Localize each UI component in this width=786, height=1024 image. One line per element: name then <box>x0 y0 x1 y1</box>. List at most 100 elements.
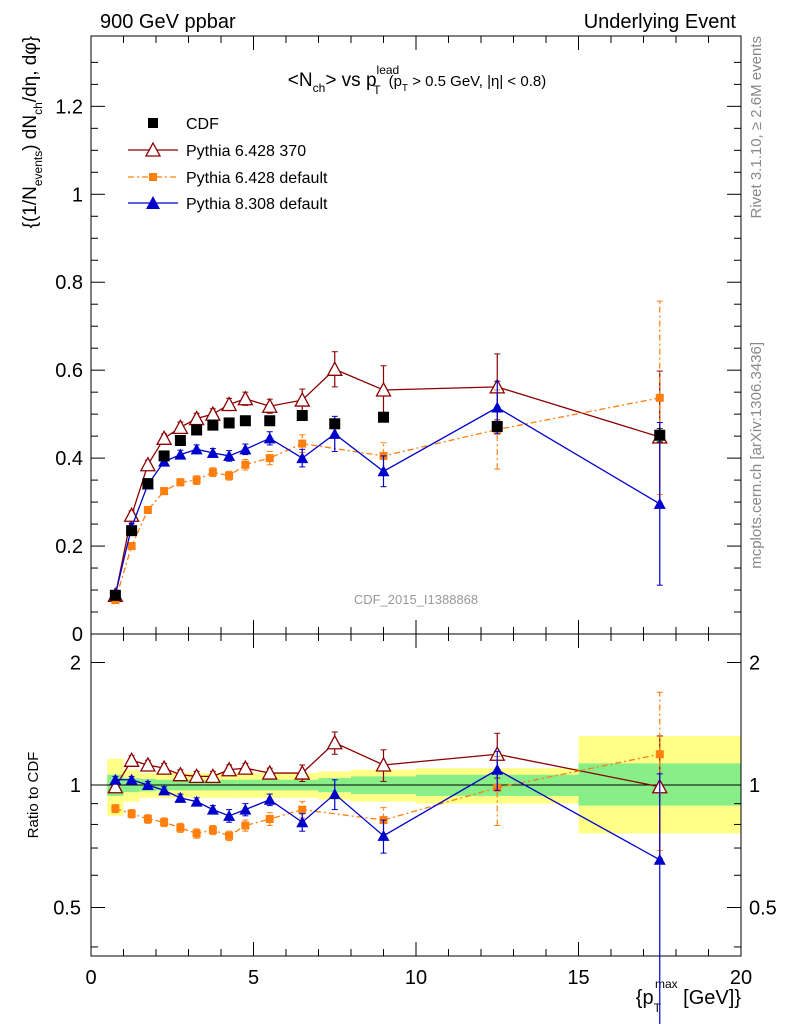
y-tick-label-main: 0.6 <box>55 360 83 382</box>
y-tick-label-ratio-right: 0.5 <box>749 897 777 919</box>
data-point <box>655 750 664 759</box>
x-tick-label: 15 <box>567 967 589 989</box>
header-left: 900 GeV ppbar <box>100 11 236 33</box>
y-tick-label-ratio-right: 1 <box>749 775 760 797</box>
series-line <box>114 406 661 595</box>
data-point <box>265 814 274 823</box>
series-cdf <box>109 409 666 601</box>
xlabel-sub: T <box>654 1001 662 1015</box>
x-axis-label: {pTmax [GeV]} <box>636 977 742 1015</box>
data-point <box>139 756 156 772</box>
legend-marker-pythia6-370 <box>144 141 162 157</box>
data-point <box>296 452 309 464</box>
data-point <box>326 734 343 750</box>
data-point <box>221 396 238 412</box>
data-point <box>109 589 121 601</box>
data-point <box>326 360 343 376</box>
title-sup-b: lead <box>377 63 400 77</box>
title-sub-a: ch <box>313 81 326 95</box>
legend: CDF Pythia 6.428 370 Pythia 6.428 defaul… <box>128 116 328 213</box>
data-point <box>143 814 152 823</box>
y-tick-label-ratio-left: 0.5 <box>53 897 81 919</box>
y-tick-label-main: 0.8 <box>55 272 83 294</box>
data-point <box>296 409 308 421</box>
data-point <box>190 443 203 455</box>
title-cut-rest: > 0.5 GeV, |η| < 0.8) <box>408 73 546 90</box>
legend-marker-cdf <box>148 118 158 128</box>
data-point <box>174 448 187 460</box>
legend-label-pythia6-default: Pythia 6.428 default <box>186 170 328 187</box>
data-point <box>223 417 235 429</box>
data-point <box>241 460 250 469</box>
y-tick-label-ratio-right: 2 <box>749 653 760 675</box>
data-point <box>375 756 392 772</box>
data-point <box>188 410 205 426</box>
data-point <box>225 471 234 480</box>
data-point <box>239 803 252 815</box>
data-point <box>239 415 251 427</box>
data-point <box>655 393 664 402</box>
data-point <box>156 759 173 775</box>
data-point <box>261 397 278 413</box>
axis-tick-labels: 0 5 10 15 20 0 0.2 0.4 0.6 0.8 1 1.2 0.5 0.5 1 1 2 2 <box>53 96 777 989</box>
data-point <box>654 429 666 441</box>
data-point <box>653 497 666 509</box>
data-point <box>377 829 390 841</box>
data-point <box>298 805 307 814</box>
y-tick-label-main: 0.2 <box>55 536 83 558</box>
data-point <box>298 439 307 448</box>
data-point <box>139 456 156 472</box>
data-point <box>174 791 187 803</box>
data-point <box>123 751 140 767</box>
data-point <box>192 829 201 838</box>
data-point <box>206 803 219 815</box>
ylabel-p1-sub: events <box>31 151 45 186</box>
ylabel-p1: {(1/N <box>20 186 41 228</box>
data-point <box>126 525 138 537</box>
legend-marker-pythia8-default <box>146 196 160 209</box>
data-point <box>125 773 138 785</box>
data-point <box>160 818 169 827</box>
data-point <box>207 419 219 431</box>
data-point <box>264 415 276 427</box>
legend-label-pythia8-default: Pythia 8.308 default <box>186 196 328 213</box>
data-point <box>141 778 154 790</box>
legend-item-cdf: CDF <box>148 116 219 133</box>
data-point <box>191 424 203 436</box>
rivet-label: Rivet 3.1.10, ≥ 2.6M events <box>748 36 765 219</box>
axis-ticks <box>90 36 742 956</box>
legend-item-pythia6-default: Pythia 6.428 default <box>128 170 328 187</box>
data-point <box>176 478 185 487</box>
y-tick-label-main: 0 <box>72 624 83 646</box>
data-point <box>143 506 152 515</box>
data-point <box>261 764 278 780</box>
data-point <box>377 465 390 477</box>
data-point <box>328 788 341 800</box>
y-tick-label-main: 1.2 <box>55 96 83 118</box>
data-point <box>142 478 154 490</box>
data-point <box>491 401 504 413</box>
data-point <box>653 853 666 865</box>
data-point <box>328 427 341 439</box>
data-point <box>156 429 173 445</box>
data-point <box>204 768 221 784</box>
data-point <box>188 768 205 784</box>
data-point <box>223 449 236 461</box>
data-point <box>172 418 189 434</box>
xlabel-a: {p <box>636 987 654 1009</box>
main-title: <Nch> vs plead T (pT > 0.5 GeV, |η| < 0.8) <box>288 63 546 97</box>
data-point <box>221 761 238 777</box>
data-point <box>204 405 221 421</box>
data-point <box>225 831 234 840</box>
legend-label-pythia6-370: Pythia 6.428 370 <box>186 143 306 160</box>
data-point <box>206 446 219 458</box>
data-point <box>378 411 389 423</box>
data-point <box>296 816 309 828</box>
ratio-ylabel: Ratio to CDF <box>25 752 42 839</box>
y-tick-label-main: 0.4 <box>55 448 83 470</box>
x-tick-label: 0 <box>85 967 96 989</box>
data-point <box>375 381 392 397</box>
data-point <box>158 450 170 462</box>
y-tick-label-main: 1 <box>72 184 83 206</box>
